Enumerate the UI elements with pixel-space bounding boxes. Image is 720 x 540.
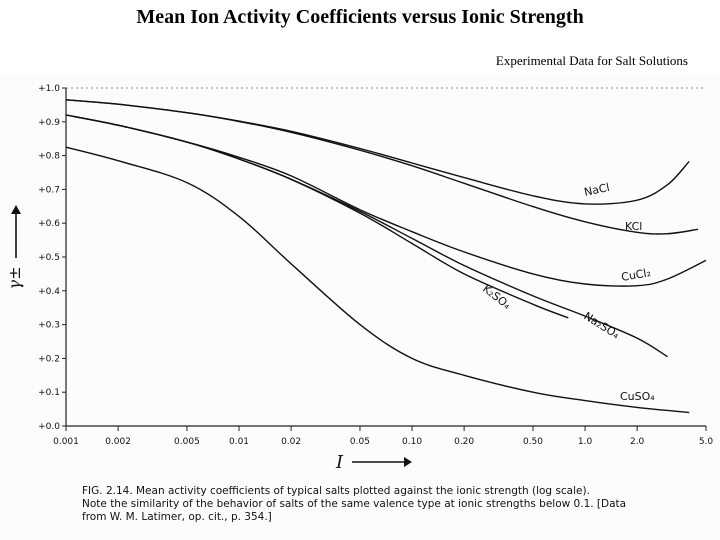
series-label-cuso4: CuSO₄ (620, 390, 655, 403)
x-tick-label: 0.02 (281, 437, 301, 447)
x-tick-label: 0.005 (174, 437, 200, 447)
x-tick-label: 0.50 (523, 437, 543, 447)
series-label-nacl: NaCl (583, 181, 611, 199)
y-tick-label: +0.0 (38, 422, 60, 432)
y-tick-label: +0.5 (38, 253, 60, 263)
x-axis-label: I (335, 452, 344, 473)
y-tick-label: +0.2 (38, 354, 60, 364)
y-tick-label: +0.6 (38, 219, 60, 229)
series-label-cucl2: CuCl₂ (620, 266, 652, 284)
series-line-kcl (65, 99, 699, 235)
y-axis-label: γ± (5, 267, 24, 290)
y-tick-label: +0.8 (38, 152, 60, 162)
series-label-na2so4: Na₂SO₄ (581, 310, 622, 342)
series-line-na2so4 (65, 114, 668, 358)
y-tick-label: +0.4 (38, 287, 60, 297)
x-tick-label: 0.001 (53, 437, 79, 447)
x-tick-label: 1.0 (578, 437, 593, 447)
x-tick-label: 0.002 (105, 437, 131, 447)
x-tick-label: 0.20 (454, 437, 474, 447)
page-title: Mean Ion Activity Coefficients versus Io… (136, 6, 584, 28)
plot-frame (65, 87, 706, 427)
y-tick-label: +0.3 (38, 321, 60, 331)
x-tick-label: 0.01 (229, 437, 249, 447)
y-axis-arrowhead (11, 205, 21, 214)
series-line-cuso4 (65, 146, 690, 414)
series-lines (65, 99, 707, 414)
x-axis-arrowhead (404, 457, 412, 467)
y-tick-label: +0.1 (38, 388, 60, 398)
page-subtitle: Experimental Data for Salt Solutions (495, 53, 688, 68)
axis-titles: Iγ± (5, 205, 412, 473)
series-labels: NaCl KCl CuCl₂ K₂SO₄ Na₂SO₄ CuSO₄ (480, 181, 655, 403)
y-tick-label: +0.9 (38, 118, 60, 128)
y-tick-label: +0.7 (38, 185, 60, 195)
x-tick-label: 0.05 (350, 437, 370, 447)
x-tick-label: 5.0 (699, 437, 714, 447)
series-line-cucl2 (65, 114, 707, 287)
x-tick-label: 0.10 (402, 437, 422, 447)
figure-caption: FIG. 2.14. Mean activity coefficients of… (82, 485, 662, 524)
x-axis-ticks: 0.001 0.002 0.005 0.01 0.02 0.05 0.10 0.20 0.50 1… (53, 426, 713, 447)
caption-line-3: from W. M. Latimer, op. cit., p. 354.] (82, 511, 272, 523)
y-axis-ticks: +1.0 +0.9 +0.8 +0.7 +0.6 +0.5 +0.4 +0.3 +0.2 +0.1… (38, 84, 66, 432)
x-tick-label: 2.0 (630, 437, 645, 447)
y-tick-label: +1.0 (38, 84, 60, 94)
caption-line-1: FIG. 2.14. Mean activity coefficients of… (82, 485, 590, 497)
series-label-kcl: KCl (625, 220, 642, 233)
series-label-k2so4: K₂SO₄ (480, 282, 513, 312)
caption-line-2: Note the similarity of the behavior of s… (82, 498, 627, 510)
